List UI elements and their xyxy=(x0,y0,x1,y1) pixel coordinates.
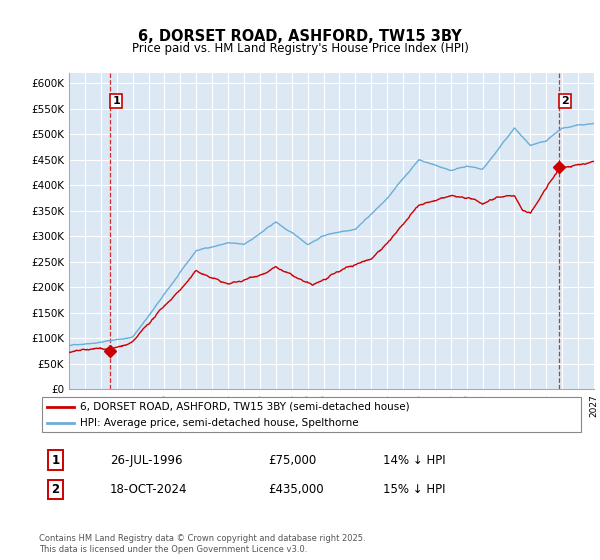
Text: 18-OCT-2024: 18-OCT-2024 xyxy=(110,483,187,496)
Text: Contains HM Land Registry data © Crown copyright and database right 2025.
This d: Contains HM Land Registry data © Crown c… xyxy=(39,534,365,554)
Text: 2: 2 xyxy=(562,96,569,106)
Text: 14% ↓ HPI: 14% ↓ HPI xyxy=(383,454,446,467)
Text: 2: 2 xyxy=(52,483,59,496)
Text: HPI: Average price, semi-detached house, Spelthorne: HPI: Average price, semi-detached house,… xyxy=(80,418,359,428)
Text: £435,000: £435,000 xyxy=(268,483,324,496)
Text: £75,000: £75,000 xyxy=(268,454,317,467)
Text: 1: 1 xyxy=(52,454,59,467)
Text: 15% ↓ HPI: 15% ↓ HPI xyxy=(383,483,445,496)
Text: Price paid vs. HM Land Registry's House Price Index (HPI): Price paid vs. HM Land Registry's House … xyxy=(131,42,469,55)
Text: 6, DORSET ROAD, ASHFORD, TW15 3BY (semi-detached house): 6, DORSET ROAD, ASHFORD, TW15 3BY (semi-… xyxy=(80,402,410,412)
Text: 6, DORSET ROAD, ASHFORD, TW15 3BY: 6, DORSET ROAD, ASHFORD, TW15 3BY xyxy=(138,29,462,44)
Text: 26-JUL-1996: 26-JUL-1996 xyxy=(110,454,182,467)
Text: 1: 1 xyxy=(112,96,120,106)
FancyBboxPatch shape xyxy=(42,398,581,432)
